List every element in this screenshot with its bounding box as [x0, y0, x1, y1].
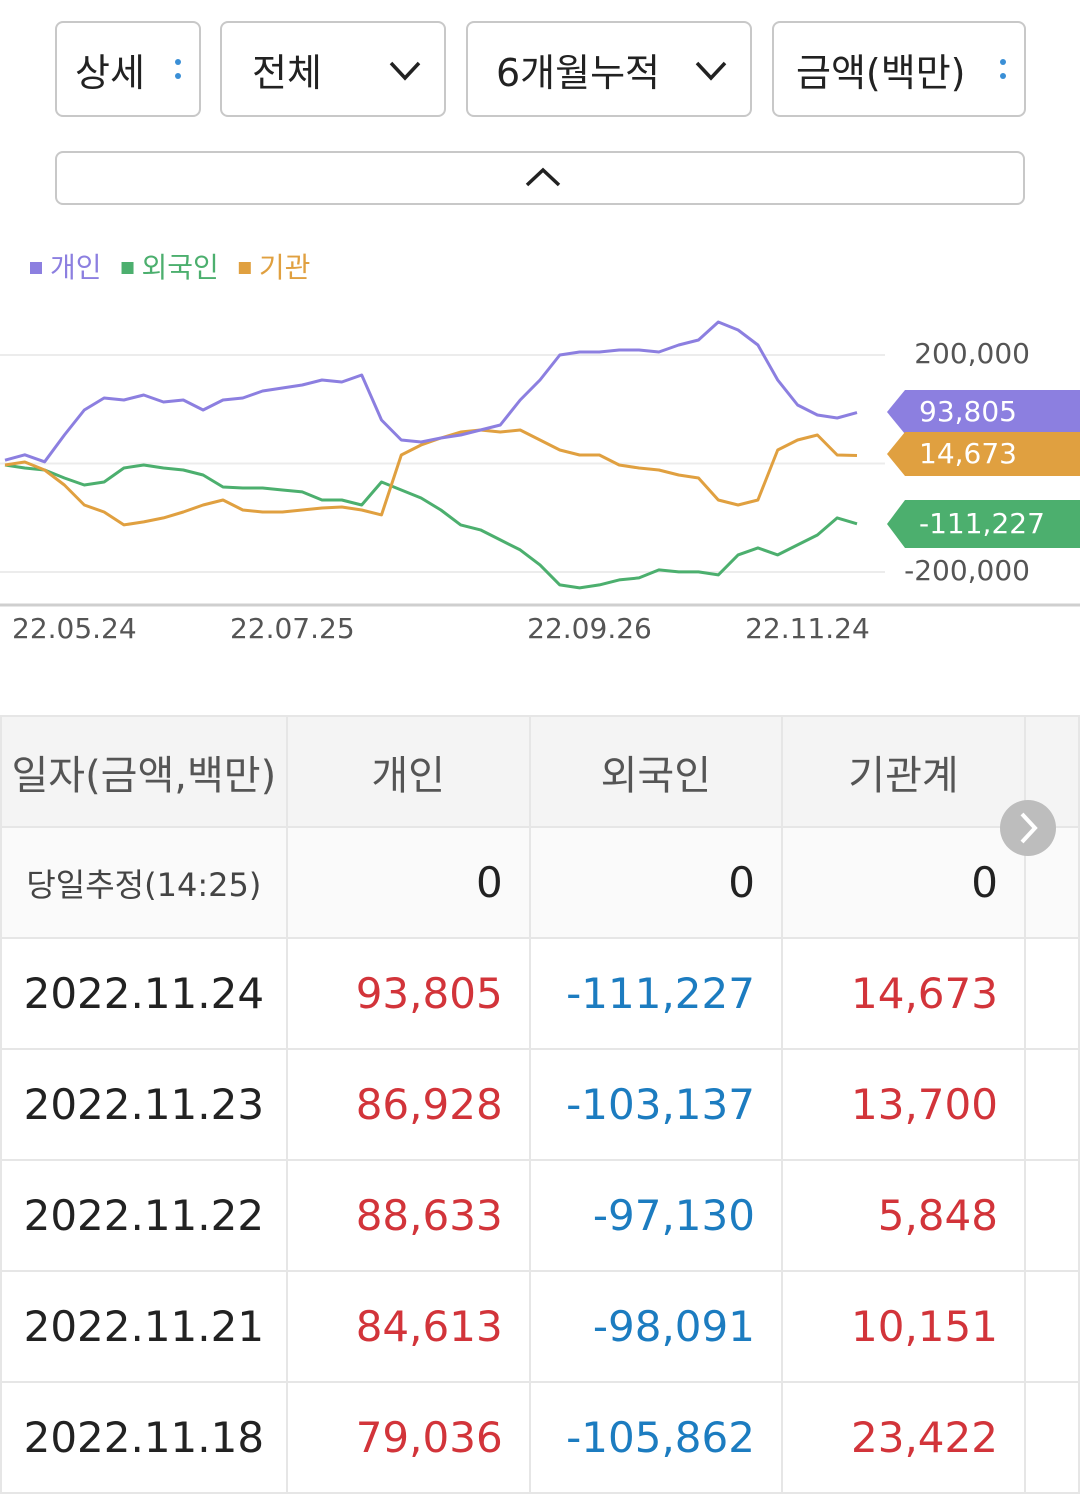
legend-label: 외국인 — [142, 251, 219, 284]
table-row: 당일추정(14:25) 0 0 0 — [0, 826, 1080, 939]
chevron-right-icon — [1020, 812, 1038, 844]
value-cell: 23,422 — [780, 1381, 1026, 1494]
header-cell: 기관계 — [780, 715, 1026, 828]
dots-icon — [1000, 59, 1006, 87]
header-cell: 일자(금액,백만) — [0, 715, 288, 828]
value-cell: -97,130 — [528, 1159, 783, 1272]
dots-icon — [175, 59, 181, 87]
chart: 개인 외국인 기관 200,000 -200,000 22.05.24 22.07.25 22… — [0, 251, 1080, 645]
value-cell — [1023, 937, 1080, 1050]
x-tick-label: 22.07.25 — [230, 612, 355, 645]
period-select[interactable]: 6개월누적 — [466, 21, 752, 117]
date-cell: 2022.11.23 — [0, 1048, 288, 1161]
value-cell: 0 — [780, 826, 1026, 939]
value-cell — [1023, 1381, 1080, 1494]
value-cell: -103,137 — [528, 1048, 783, 1161]
header-cell: 개인 — [285, 715, 531, 828]
legend-swatch — [121, 262, 134, 274]
legend-swatch — [238, 262, 251, 274]
table-row: 2022.11.24 93,805 -111,227 14,673 — [0, 937, 1080, 1050]
chevron-up-icon — [525, 167, 561, 187]
unit-button[interactable]: 금액(백만) — [772, 21, 1026, 117]
detail-button[interactable]: 상세 — [55, 21, 201, 117]
value-cell: 88,633 — [285, 1159, 531, 1272]
button-label: 상세 — [75, 50, 145, 95]
y-tick-label: 200,000 — [914, 337, 1030, 370]
y-tick-label: -200,000 — [904, 554, 1030, 587]
value-cell: 14,673 — [780, 937, 1026, 1050]
date-cell: 2022.11.18 — [0, 1381, 288, 1494]
chevron-icon — [695, 61, 727, 81]
value-cell: 84,613 — [285, 1270, 531, 1383]
value-cell: 0 — [528, 826, 783, 939]
end-value-label: 93,805 — [919, 395, 1017, 428]
data-table: 일자(금액,백만) 개인 외국인 기관계 당일추정(14:25) 0 0 0 2022.11.2… — [0, 715, 1080, 1494]
value-cell: 0 — [285, 826, 531, 939]
value-cell: 13,700 — [780, 1048, 1026, 1161]
value-cell: 5,848 — [780, 1159, 1026, 1272]
end-value-tag — [887, 390, 1080, 434]
x-tick-label: 22.09.26 — [527, 612, 652, 645]
table-header-row: 일자(금액,백만) 개인 외국인 기관계 — [0, 715, 1080, 828]
value-cell: -105,862 — [528, 1381, 783, 1494]
scroll-right-button[interactable] — [1000, 800, 1056, 856]
date-cell: 2022.11.22 — [0, 1159, 288, 1272]
date-cell: 당일추정(14:25) — [0, 826, 288, 939]
value-cell — [1023, 1159, 1080, 1272]
end-value-label: -111,227 — [919, 507, 1045, 540]
value-cell: 10,151 — [780, 1270, 1026, 1383]
series-line — [4, 320, 858, 464]
date-cell: 2022.11.21 — [0, 1270, 288, 1383]
series-line — [4, 428, 858, 527]
series-line — [4, 463, 858, 590]
value-cell — [1023, 1048, 1080, 1161]
collapse-button[interactable] — [55, 151, 1025, 205]
table-row: 2022.11.22 88,633 -97,130 5,848 — [0, 1159, 1080, 1272]
legend-label: 개인 — [50, 251, 102, 284]
table-row: 2022.11.21 84,613 -98,091 10,151 — [0, 1270, 1080, 1383]
select-label: 전체 — [252, 50, 322, 95]
date-cell: 2022.11.24 — [0, 937, 288, 1050]
table-row: 2022.11.18 79,036 -105,862 23,422 — [0, 1381, 1080, 1494]
table-row: 2022.11.23 86,928 -103,137 13,700 — [0, 1048, 1080, 1161]
select-label: 6개월누적 — [496, 50, 661, 95]
legend-label: 기관 — [259, 251, 311, 284]
end-value-tag — [887, 432, 1080, 476]
end-value-tag — [887, 500, 1080, 548]
value-cell: -98,091 — [528, 1270, 783, 1383]
end-value-label: 14,673 — [919, 437, 1017, 470]
chevron-icon — [389, 61, 421, 81]
value-cell: 86,928 — [285, 1048, 531, 1161]
value-cell: 93,805 — [285, 937, 531, 1050]
scope-select[interactable]: 전체 — [220, 21, 446, 117]
value-cell: 79,036 — [285, 1381, 531, 1494]
value-cell: -111,227 — [528, 937, 783, 1050]
x-tick-label: 22.11.24 — [745, 612, 870, 645]
x-tick-label: 22.05.24 — [12, 612, 137, 645]
legend-swatch — [30, 262, 42, 274]
button-label: 금액(백만) — [796, 50, 966, 95]
header-cell: 외국인 — [528, 715, 783, 828]
value-cell — [1023, 1270, 1080, 1383]
